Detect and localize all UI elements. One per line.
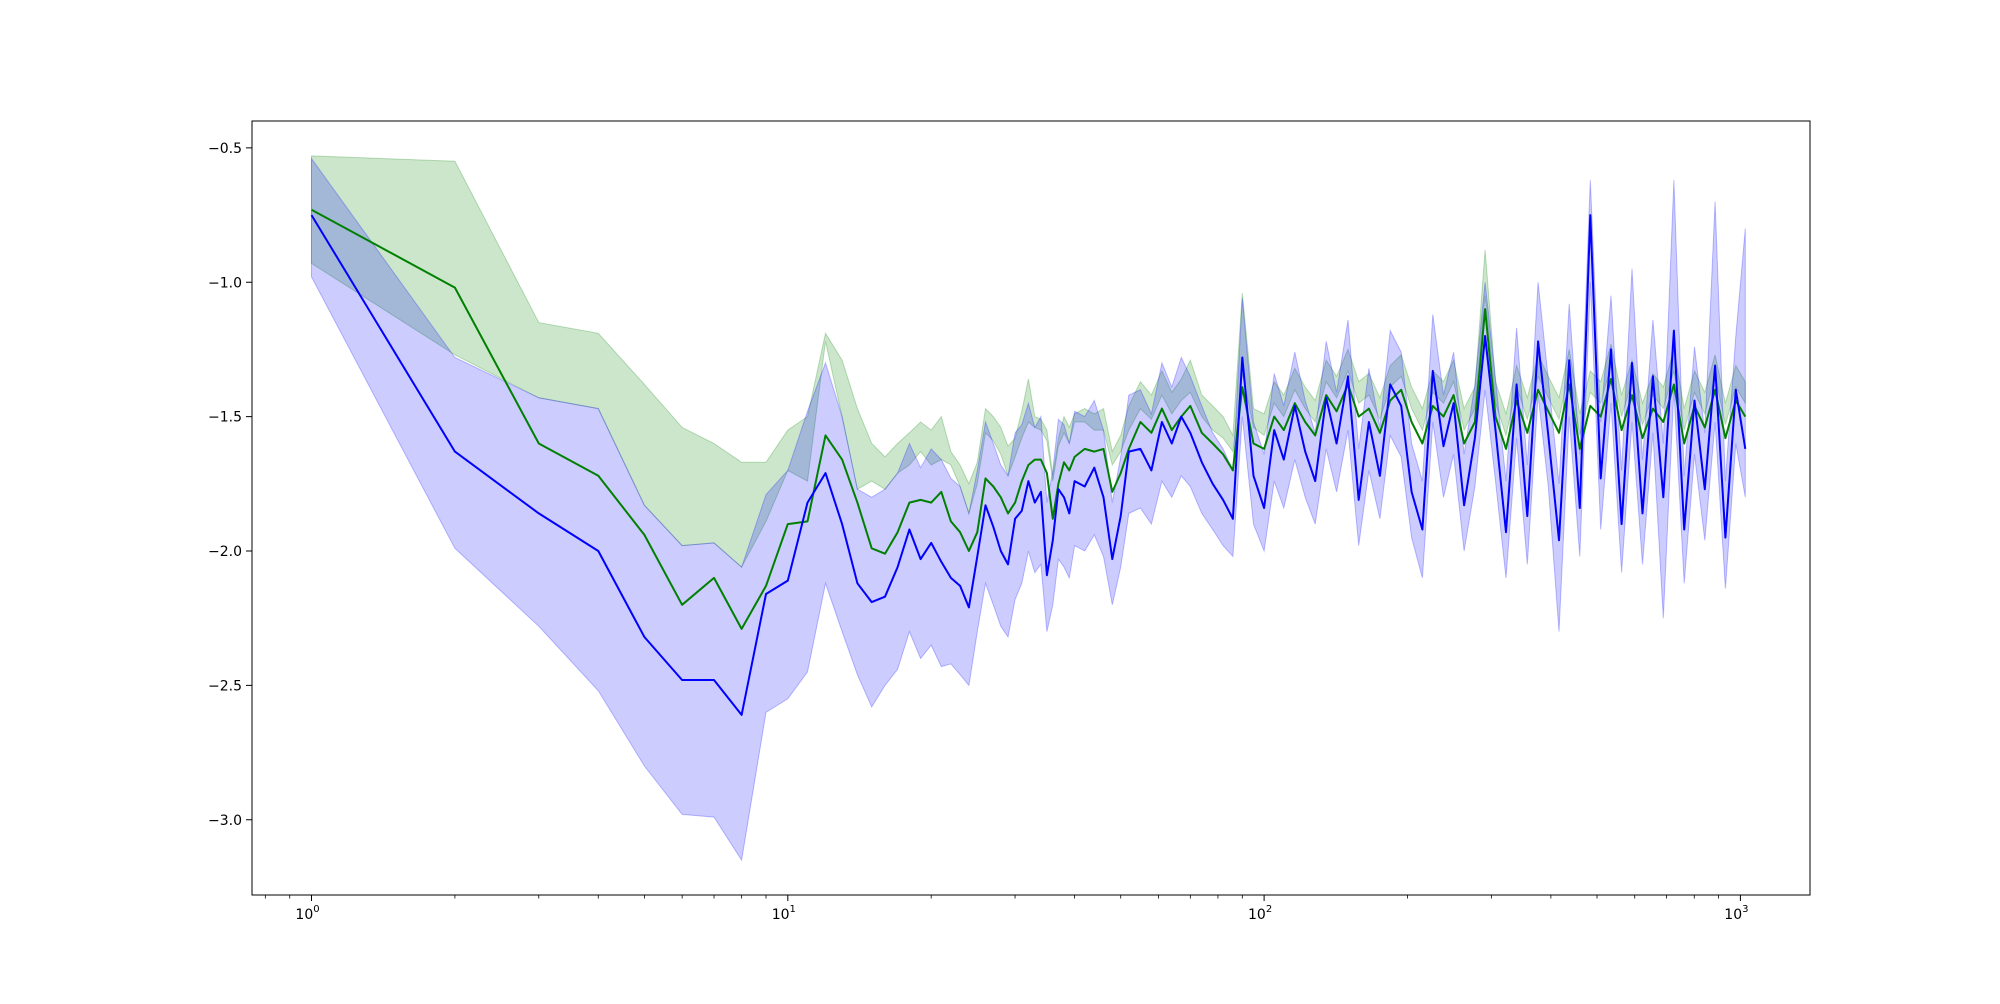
- plot-area: [310, 155, 1747, 862]
- x-tick-label: 102: [1248, 904, 1272, 923]
- y-tick-label: −2.0: [208, 544, 242, 560]
- y-tick-label: −1.5: [208, 410, 242, 426]
- x-tick-label: 100: [295, 904, 319, 923]
- y-tick-label: −0.5: [208, 141, 242, 157]
- series-1-confidence-band: [311, 155, 1746, 568]
- x-tick-label: 103: [1724, 904, 1748, 923]
- plot-clipped-group: [310, 155, 1747, 862]
- axes: −0.5 −1.0 −1.5 −2.0 −2.5 −3.0 100 101 102 103: [208, 120, 1811, 923]
- series-2-line: [310, 214, 1747, 716]
- axes-frame: [251, 120, 1811, 896]
- series-2-confidence-band: [311, 157, 1746, 862]
- x-tick-label: 101: [772, 904, 796, 923]
- y-tick-label: −1.0: [208, 275, 242, 291]
- y-tick-label: −3.0: [208, 813, 242, 829]
- y-tick-label: −2.5: [208, 678, 242, 694]
- series-1-line: [311, 208, 1747, 630]
